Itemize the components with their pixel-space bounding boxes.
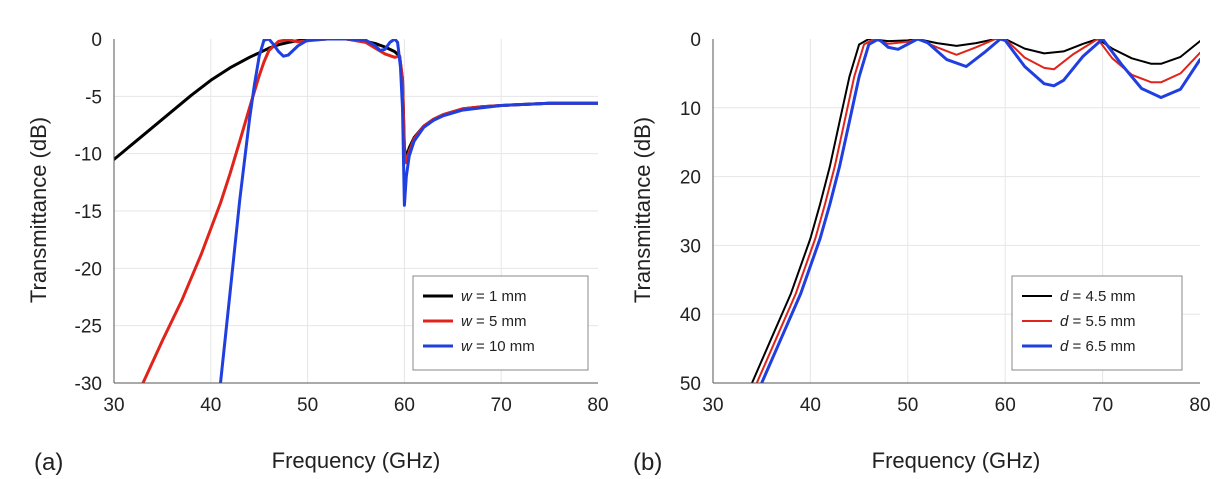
panel-b-y-tick-label: 0 bbox=[690, 30, 701, 51]
panel-b-x-axis-title: Frequency (GHz) bbox=[872, 448, 1041, 473]
panel-b-y-tick-label: 30 bbox=[680, 236, 701, 257]
panel-b-x-tick-label: 70 bbox=[1092, 395, 1113, 416]
panel-a-x-tick-label: 70 bbox=[491, 395, 512, 416]
panel-b-y-tick-label: 20 bbox=[680, 168, 701, 189]
panel-b-y-axis-title: Transmittance (dB) bbox=[630, 117, 655, 303]
panel-b-series-line-3 bbox=[760, 39, 1200, 383]
panel-a-x-tick-label: 50 bbox=[297, 395, 318, 416]
panel-b-series-line-2 bbox=[755, 39, 1200, 383]
panel-b-legend-label-2: d = 5.5 mm bbox=[1060, 313, 1135, 330]
panel-a-legend-label-3: w = 10 mm bbox=[461, 338, 535, 355]
panel-a-y-tick-label: -20 bbox=[75, 259, 102, 280]
panel-b-x-tick-label: 40 bbox=[800, 395, 821, 416]
panel-a-y-tick-label: -10 bbox=[75, 145, 102, 166]
panel-a-series-line-1 bbox=[114, 39, 598, 161]
panel-a-x-tick-label: 30 bbox=[103, 395, 124, 416]
panel-b-x-tick-label: 80 bbox=[1189, 395, 1210, 416]
panel-a-legend-label-2: w = 5 mm bbox=[461, 313, 526, 330]
panel-a-y-tick-label: -25 bbox=[75, 317, 102, 338]
panel-b-axes bbox=[712, 39, 1200, 384]
panel-b-label: (b) bbox=[633, 449, 662, 476]
panel-a-legend: w = 1 mm w = 5 mm w = 10 mm bbox=[412, 275, 589, 371]
panel-b-legend-box bbox=[1011, 275, 1183, 371]
panel-b-y-tick-label: 50 bbox=[680, 374, 701, 395]
panel-b-x-tick-label: 50 bbox=[897, 395, 918, 416]
panel-a-y-tick-label: -5 bbox=[85, 87, 102, 108]
panel-b-legend-label-1: d = 4.5 mm bbox=[1060, 288, 1135, 305]
panel-b-tick-labels: 30 40 50 60 70 80 0 10 20 30 40 50 bbox=[680, 30, 1211, 416]
panel-a-x-tick-label: 40 bbox=[200, 395, 221, 416]
panel-a-y-axis-title: Transmittance (dB) bbox=[26, 117, 51, 303]
panel-b-legend-label-3: d = 6.5 mm bbox=[1060, 338, 1135, 355]
panel-b-series bbox=[751, 39, 1200, 383]
panel-a-series-line-3 bbox=[219, 39, 598, 383]
panel-a-x-axis-title: Frequency (GHz) bbox=[272, 448, 441, 473]
panel-a-series bbox=[114, 39, 598, 383]
panel-b-y-tick-label: 10 bbox=[680, 99, 701, 120]
panel-a-x-tick-label: 60 bbox=[394, 395, 415, 416]
panel-a-legend-label-1: w = 1 mm bbox=[461, 288, 526, 305]
panel-a-label: (a) bbox=[34, 449, 63, 476]
panel-a-y-tick-label: -30 bbox=[75, 374, 102, 395]
panel-b-legend: d = 4.5 mm d = 5.5 mm d = 6.5 mm bbox=[1011, 275, 1183, 371]
panel-a-axes bbox=[113, 39, 598, 384]
panel-a-tick-labels: 30 40 50 60 70 80 0 -5 -10 -15 -20 -25 -30 bbox=[75, 30, 609, 416]
panel-b-x-tick-label: 60 bbox=[995, 395, 1016, 416]
panel-a-y-tick-label: 0 bbox=[91, 30, 102, 51]
panel-b-y-tick-label: 40 bbox=[680, 305, 701, 326]
panel-a: 30 40 50 60 70 80 0 -5 -10 -15 -20 -25 -30 Frequency… bbox=[26, 30, 609, 476]
panel-b-series-line-1 bbox=[751, 39, 1200, 383]
panel-b-x-tick-label: 30 bbox=[702, 395, 723, 416]
panel-a-x-tick-label: 80 bbox=[587, 395, 608, 416]
panel-a-legend-box bbox=[412, 275, 589, 371]
panel-a-y-tick-label: -15 bbox=[75, 202, 102, 223]
